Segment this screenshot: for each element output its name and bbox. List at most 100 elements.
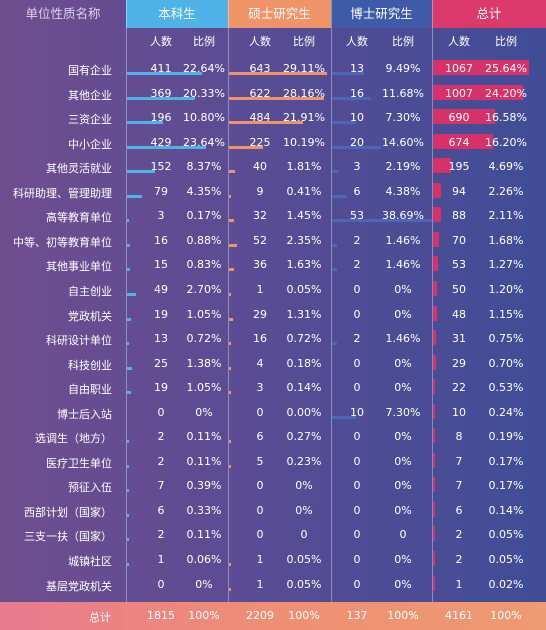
total-bar: [433, 85, 524, 100]
undergrad-ratio: 23.64%: [183, 136, 225, 149]
undergrad-bar: [127, 244, 130, 247]
row-label: 博士后入站: [57, 408, 112, 421]
phd-count: 0: [353, 578, 361, 591]
undergrad-count: 19: [154, 381, 168, 394]
master-ratio: 10.19%: [283, 136, 325, 149]
row-label: 科技创业: [68, 359, 112, 372]
total-bar: [433, 134, 494, 149]
undergrad-bar: [127, 538, 129, 541]
master-ratio: 0.00%: [286, 406, 322, 419]
total-total-count: 4161: [445, 609, 473, 622]
row-label: 其他企业: [68, 89, 112, 102]
undergrad-bar: [127, 170, 155, 173]
total-undergrad-ratio: 100%: [188, 609, 220, 622]
master-bar: [229, 146, 264, 149]
phd-count: 20: [350, 136, 364, 149]
total-bar: [433, 404, 435, 419]
row-label: 自主创业: [68, 285, 112, 298]
total-bar: [433, 330, 436, 345]
total-count: 7: [455, 455, 463, 468]
phd-ratio: 1.46%: [385, 332, 421, 345]
header-phd: 博士研究生: [331, 0, 432, 28]
phd-bar: [332, 268, 337, 271]
totals-label: 总计: [89, 611, 111, 624]
row-label: 自由职业: [68, 383, 112, 396]
total-count: 7: [455, 479, 463, 492]
master-count: 3: [256, 381, 264, 394]
master-count: 0: [256, 504, 264, 517]
undergrad-count: 19: [154, 308, 168, 321]
subheader-count: 人数: [448, 35, 470, 48]
total-count: 10: [452, 406, 466, 419]
undergrad-bar: [127, 293, 136, 296]
undergrad-bar: [127, 318, 131, 321]
totals-row: [0, 602, 546, 630]
total-ratio: 0.14%: [488, 504, 524, 517]
undergrad-ratio: 8.37%: [186, 160, 222, 173]
undergrad-count: 411: [150, 62, 172, 75]
total-bar: [433, 526, 435, 541]
total-phd-ratio: 100%: [387, 609, 419, 622]
phd-ratio: 9.49%: [385, 62, 421, 75]
undergrad-ratio: 0.11%: [186, 528, 222, 541]
total-count: 50: [452, 283, 466, 296]
total-ratio: 0.05%: [488, 553, 524, 566]
master-ratio: 0.05%: [286, 578, 322, 591]
master-count: 1: [256, 578, 264, 591]
total-ratio: 0.70%: [488, 357, 524, 370]
master-ratio: 0.14%: [286, 381, 322, 394]
master-bar: [229, 195, 231, 198]
master-bar: [229, 244, 237, 247]
column-divider: [432, 0, 433, 602]
row-label: 国有企业: [68, 64, 112, 77]
total-ratio: 24.20%: [485, 87, 527, 100]
undergrad-count: 369: [150, 87, 172, 100]
total-count: 2: [455, 528, 463, 541]
undergrad-count: 15: [154, 258, 168, 271]
total-bar: [433, 453, 435, 468]
undergrad-bar: [127, 342, 130, 345]
undergrad-count: 16: [154, 234, 168, 247]
column-divider: [126, 0, 127, 602]
master-count: 1: [256, 553, 264, 566]
row-label: 预征入伍: [68, 481, 112, 494]
header-undergrad: 本科生: [126, 0, 228, 28]
phd-ratio: 0: [399, 528, 407, 541]
master-bar: [229, 293, 231, 296]
master-count: 4: [256, 357, 264, 370]
column-divider: [228, 0, 229, 602]
phd-ratio: 0%: [394, 553, 412, 566]
undergrad-count: 152: [150, 160, 172, 173]
master-count: 643: [249, 62, 271, 75]
undergrad-ratio: 1.38%: [186, 357, 222, 370]
phd-bar: [332, 195, 347, 198]
total-bar: [433, 477, 435, 492]
undergrad-ratio: 2.70%: [186, 283, 222, 296]
phd-bar: [332, 342, 337, 345]
subheader-count: 人数: [249, 35, 271, 48]
phd-bar: [332, 244, 337, 247]
master-bar: [229, 367, 231, 370]
total-phd-count: 137: [346, 609, 368, 622]
total-ratio: 0.17%: [488, 479, 524, 492]
total-ratio: 2.11%: [488, 209, 524, 222]
row-label: 其他事业单位: [46, 260, 112, 273]
master-count: 29: [253, 308, 267, 321]
undergrad-count: 2: [157, 455, 165, 468]
undergrad-count: 0: [157, 406, 165, 419]
phd-ratio: 0%: [394, 455, 412, 468]
phd-ratio: 1.46%: [385, 258, 421, 271]
undergrad-ratio: 1.05%: [186, 381, 222, 394]
total-bar: [433, 158, 451, 173]
undergrad-bar: [127, 489, 129, 492]
header-master: 硕士研究生: [228, 0, 331, 28]
phd-ratio: 0%: [394, 578, 412, 591]
total-bar: [433, 256, 438, 271]
master-ratio: 0.27%: [286, 430, 322, 443]
total-ratio: 0.24%: [488, 406, 524, 419]
undergrad-ratio: 22.64%: [183, 62, 225, 75]
undergrad-count: 6: [157, 504, 165, 517]
undergrad-ratio: 0%: [195, 406, 213, 419]
row-label: 科研助理、管理助理: [13, 187, 112, 200]
subheader-count: 人数: [346, 35, 368, 48]
